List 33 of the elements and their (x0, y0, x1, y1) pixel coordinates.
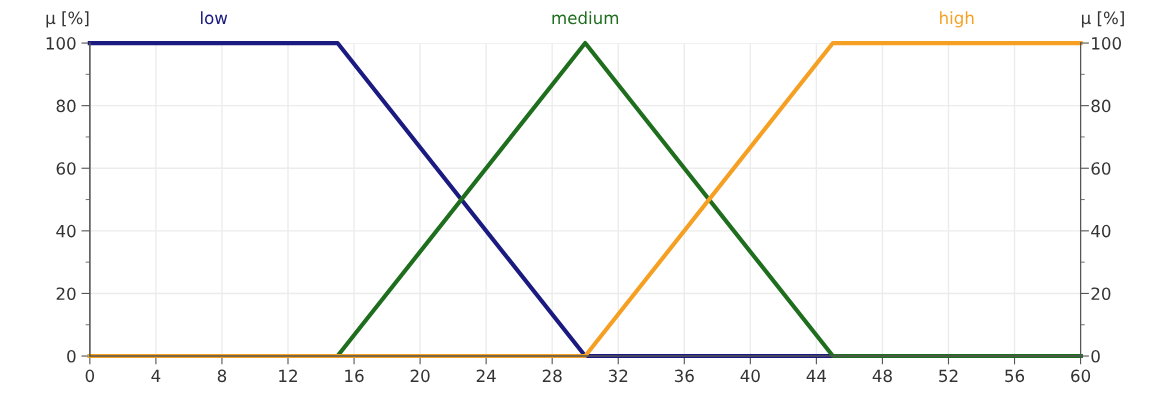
y-tick-label: 60 (56, 162, 76, 175)
y2-tick-label: 60 (1091, 162, 1111, 175)
y-axis-title: μ [%] (46, 11, 89, 28)
x-tick-label: 40 (740, 369, 760, 383)
y-tick-label: 100 (46, 37, 76, 50)
x-tick-label: 56 (1005, 369, 1025, 383)
x-tick-label: 24 (476, 369, 496, 382)
x-tick-label: 12 (279, 369, 297, 382)
x-tick-label: 36 (674, 369, 694, 383)
x-tick-label: 48 (872, 369, 892, 383)
x-tick-label: 20 (410, 369, 430, 383)
y-tick-label: 20 (56, 287, 76, 301)
series-label: high (940, 11, 974, 28)
y2-tick-label: 20 (1091, 287, 1111, 301)
x-tick-label: 4 (151, 369, 161, 382)
x-tick-label: 0 (85, 369, 95, 383)
y2-tick-label: 40 (1091, 224, 1111, 238)
y-tick-label: 0 (67, 350, 76, 363)
x-tick-label: 16 (345, 369, 364, 383)
x-tick-label: 60 (1071, 369, 1091, 383)
y2-tick-label: 0 (1091, 350, 1100, 363)
y2-axis-title: μ [%] (1081, 11, 1124, 28)
x-tick-label: 32 (608, 369, 628, 383)
series-label: medium (552, 11, 619, 25)
x-tick-label: 8 (217, 369, 227, 383)
y2-tick-label: 80 (1091, 99, 1111, 113)
x-tick-label: 44 (806, 369, 827, 382)
series-label: low (201, 11, 228, 25)
y-tick-label: 40 (56, 224, 76, 238)
x-tick-label: 28 (542, 369, 562, 383)
x-tick-label: 52 (939, 369, 958, 383)
y2-tick-label: 100 (1092, 37, 1121, 50)
y-tick-label: 80 (56, 99, 76, 113)
